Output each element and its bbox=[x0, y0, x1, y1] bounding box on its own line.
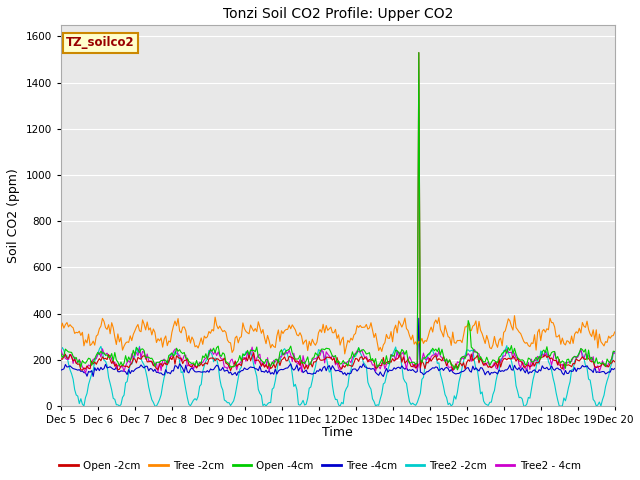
Text: TZ_soilco2: TZ_soilco2 bbox=[67, 36, 135, 49]
Title: Tonzi Soil CO2 Profile: Upper CO2: Tonzi Soil CO2 Profile: Upper CO2 bbox=[223, 7, 453, 21]
Legend: Open -2cm, Tree -2cm, Open -4cm, Tree -4cm, Tree2 -2cm, Tree2 - 4cm: Open -2cm, Tree -2cm, Open -4cm, Tree -4… bbox=[55, 456, 585, 475]
X-axis label: Time: Time bbox=[323, 426, 353, 440]
Y-axis label: Soil CO2 (ppm): Soil CO2 (ppm) bbox=[7, 168, 20, 263]
